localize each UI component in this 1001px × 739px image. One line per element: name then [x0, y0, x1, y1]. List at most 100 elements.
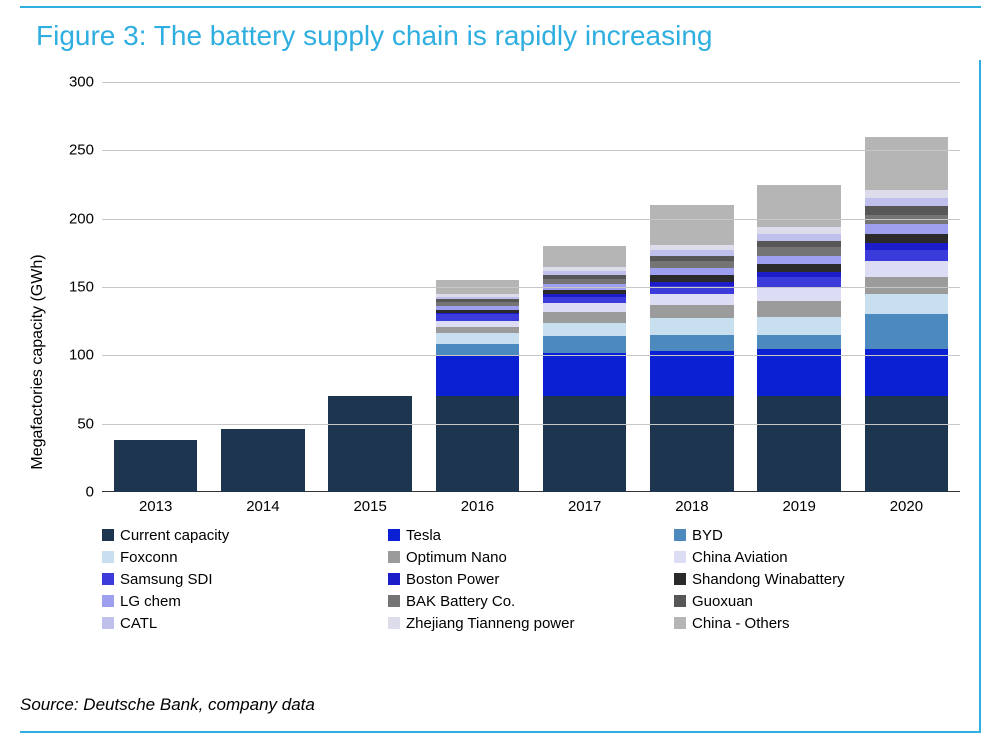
bar-segment	[757, 185, 841, 227]
bar-segment	[757, 227, 841, 234]
legend-swatch	[102, 617, 114, 629]
legend-swatch	[388, 595, 400, 607]
bar-segment	[865, 190, 949, 198]
legend-label: Current capacity	[120, 527, 229, 544]
bar-segment	[436, 327, 520, 334]
bar-segment	[757, 234, 841, 241]
legend-swatch	[674, 617, 686, 629]
rule-bottom	[20, 731, 981, 733]
legend-label: BYD	[692, 527, 723, 544]
bar-segment	[543, 275, 627, 279]
x-tick-label: 2018	[675, 492, 708, 515]
legend-swatch	[388, 529, 400, 541]
legend-label: Optimum Nano	[406, 549, 507, 566]
legend-item: Samsung SDI	[102, 568, 388, 590]
bar-segment	[650, 261, 734, 268]
figure-container: Figure 3: The battery supply chain is ra…	[0, 0, 1001, 739]
bar-segment	[757, 256, 841, 264]
bar-segment	[543, 271, 627, 275]
bar-segment	[757, 317, 841, 335]
legend-swatch	[388, 551, 400, 563]
figure-title: Figure 3: The battery supply chain is ra…	[36, 20, 713, 52]
bar-segment	[436, 310, 520, 313]
bar-segment	[650, 250, 734, 255]
bar-segment	[543, 267, 627, 271]
bar-segment	[865, 198, 949, 206]
legend-item: Boston Power	[388, 568, 674, 590]
rule-right	[979, 60, 981, 731]
legend-swatch	[674, 529, 686, 541]
bar-segment	[865, 277, 949, 293]
legend: Current capacity Tesla BYD Foxconn Optimum N…	[102, 524, 960, 642]
bar-segment	[757, 396, 841, 492]
bar-segment	[865, 294, 949, 315]
y-tick-label: 100	[69, 347, 102, 364]
bar-segment	[757, 247, 841, 255]
legend-label: Samsung SDI	[120, 571, 213, 588]
bar-segment	[436, 355, 520, 396]
legend-item: Zhejiang Tianneng power	[388, 612, 674, 634]
grid-line	[102, 150, 960, 151]
legend-label: China Aviation	[692, 549, 788, 566]
legend-label: Tesla	[406, 527, 441, 544]
bar-segment	[543, 294, 627, 297]
bar-segment	[328, 396, 412, 492]
bar-segment	[650, 282, 734, 286]
grid-line	[102, 355, 960, 356]
bar-segment	[436, 321, 520, 326]
legend-swatch	[674, 551, 686, 563]
legend-item: Foxconn	[102, 546, 388, 568]
x-tick-label: 2014	[246, 492, 279, 515]
legend-label: Boston Power	[406, 571, 499, 588]
bar-segment	[650, 245, 734, 250]
y-tick-label: 250	[69, 142, 102, 159]
legend-item: Shandong Winabattery	[674, 568, 960, 590]
bar-segment	[757, 287, 841, 301]
legend-swatch	[102, 529, 114, 541]
bar-segment	[543, 279, 627, 284]
grid-line	[102, 287, 960, 288]
legend-swatch	[102, 551, 114, 563]
legend-item: LG chem	[102, 590, 388, 612]
bar-segment	[543, 246, 627, 267]
legend-label: BAK Battery Co.	[406, 593, 515, 610]
legend-swatch	[388, 617, 400, 629]
y-tick-label: 300	[69, 74, 102, 91]
legend-label: LG chem	[120, 593, 181, 610]
legend-item: China - Others	[674, 612, 960, 634]
legend-swatch	[388, 573, 400, 585]
legend-item: BAK Battery Co.	[388, 590, 674, 612]
bar-segment	[650, 268, 734, 275]
bar-segment	[757, 241, 841, 248]
bar-segment	[650, 351, 734, 396]
bar-segment	[436, 306, 520, 310]
bar-segment	[543, 312, 627, 323]
bar-segment	[436, 294, 520, 297]
bar-segment	[865, 224, 949, 234]
bar-segment	[650, 335, 734, 351]
bar-segment	[543, 303, 627, 311]
grid-line	[102, 219, 960, 220]
grid-line	[102, 424, 960, 425]
bar-segment	[543, 396, 627, 492]
plot-area: 0501001502002503002013201420152016201720…	[102, 82, 960, 492]
y-tick-label: 0	[86, 484, 102, 501]
bar-segment	[757, 301, 841, 317]
bar-segment	[543, 297, 627, 304]
legend-label: Foxconn	[120, 549, 178, 566]
bar-segment	[436, 314, 520, 321]
x-tick-label: 2020	[890, 492, 923, 515]
bar-segment	[865, 206, 949, 214]
legend-label: CATL	[120, 615, 157, 632]
bar-segment	[543, 323, 627, 337]
legend-item: BYD	[674, 524, 960, 546]
bar-segment	[436, 297, 520, 300]
x-tick-label: 2019	[782, 492, 815, 515]
bar-segment	[865, 250, 949, 261]
x-tick-label: 2016	[461, 492, 494, 515]
bar-segment	[865, 261, 949, 277]
bar-segment	[757, 335, 841, 349]
x-tick-label: 2013	[139, 492, 172, 515]
legend-item: Optimum Nano	[388, 546, 674, 568]
legend-item: Guoxuan	[674, 590, 960, 612]
